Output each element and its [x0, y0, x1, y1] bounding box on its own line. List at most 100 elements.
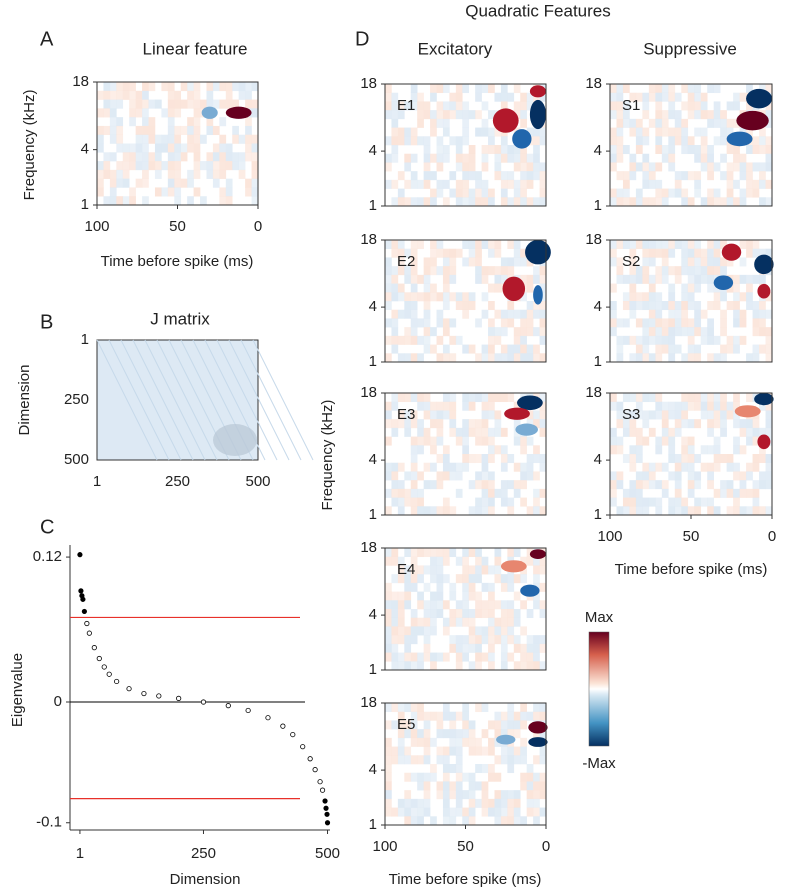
heatmap-cell: [539, 419, 547, 429]
heatmap-blob: [515, 423, 538, 436]
heatmap-cell: [391, 746, 399, 756]
heatmap-cell: [481, 118, 489, 128]
heatmap-cell: [629, 488, 637, 498]
heatmap-cell: [481, 179, 489, 189]
heatmap-cell: [759, 318, 766, 328]
heatmap-cell: [642, 471, 650, 481]
heatmap-blob: [502, 276, 526, 301]
heatmap-cell: [430, 327, 437, 337]
heatmap-cell: [746, 274, 753, 284]
heatmap-cell: [765, 344, 773, 354]
heatmap-cell: [430, 240, 437, 250]
heatmap-cell: [765, 145, 773, 155]
heatmap-cell: [449, 427, 457, 437]
heatmap-cell: [494, 574, 502, 584]
heatmap-cell: [423, 729, 431, 739]
heatmap-cell: [462, 427, 470, 437]
heatmap-cell: [385, 335, 392, 345]
heatmap-cell: [616, 197, 624, 207]
heatmap-cell: [187, 99, 194, 109]
heatmap-cell: [642, 292, 650, 302]
heatmap-cell: [142, 152, 149, 162]
heatmap-cell: [455, 92, 463, 102]
heatmap-cell: [616, 410, 624, 420]
heatmap-cell: [687, 84, 695, 94]
heatmap-cell: [494, 335, 502, 345]
heatmap-cell: [385, 410, 392, 420]
heatmap-cell: [161, 134, 169, 144]
heatmap-frame: [384, 392, 547, 516]
heatmap-cell: [161, 187, 169, 197]
heatmap-cell: [752, 480, 760, 490]
heatmap-cell: [423, 257, 431, 267]
heatmap-cell: [430, 171, 437, 181]
heatmap-cell: [526, 798, 534, 808]
heatmap-cell: [752, 436, 760, 446]
heatmap-cell: [500, 393, 508, 403]
heatmap-cell: [442, 600, 450, 610]
heatmap-cell: [520, 118, 527, 128]
heatmap-cell: [513, 344, 521, 354]
heatmap-cell: [245, 187, 252, 197]
heatmap-cell: [436, 188, 444, 198]
heatmap-cell: [681, 419, 689, 429]
heatmap-cell: [404, 327, 412, 337]
heatmap-cell: [385, 703, 392, 713]
heatmap-cell: [397, 506, 405, 516]
heatmap-cell: [507, 703, 515, 713]
heatmap-cell: [629, 427, 637, 437]
heatmap-cell: [759, 162, 766, 172]
heatmap-cell: [481, 153, 489, 163]
heatmap-cell: [391, 393, 399, 403]
heatmap-cell: [668, 101, 676, 111]
heatmap-cell: [404, 582, 412, 592]
heatmap-cell: [629, 248, 637, 258]
tick-label: 50: [457, 838, 474, 855]
heatmap-cell: [707, 145, 714, 155]
heatmap-cell: [494, 309, 502, 319]
heatmap-cell: [674, 309, 682, 319]
point: [317, 779, 323, 785]
heatmap-cell: [520, 257, 527, 267]
heatmap-cell: [533, 643, 540, 653]
heatmap-cell: [674, 188, 682, 198]
heatmap-cell: [655, 110, 663, 120]
heatmap-cell: [488, 480, 495, 490]
heatmap-cell: [385, 110, 392, 120]
heatmap-cell: [129, 196, 136, 206]
heatmap-cell: [707, 110, 714, 120]
heatmap-cell: [455, 427, 463, 437]
heatmap-cell: [251, 108, 259, 118]
tick-label: 18: [360, 384, 377, 401]
heatmap-cell: [733, 436, 740, 446]
heatmap-blob: [517, 395, 543, 411]
heatmap-blob: [201, 106, 218, 119]
heatmap-cell: [648, 335, 656, 345]
heatmap-cell: [206, 152, 214, 162]
heatmap-cell: [109, 169, 117, 179]
heatmap-cell: [668, 410, 676, 420]
heatmap-cell: [404, 292, 412, 302]
heatmap-cell: [739, 274, 747, 284]
heatmap-cell: [635, 274, 643, 284]
heatmap-cell: [462, 445, 470, 455]
heatmap-cell: [526, 711, 534, 721]
heatmap-cell: [674, 480, 682, 490]
heatmap-cell: [610, 309, 617, 319]
heatmap-cell: [687, 171, 695, 181]
heatmap-cell: [513, 188, 521, 198]
heatmap-cell: [391, 591, 399, 601]
heatmap-cell: [475, 427, 482, 437]
heatmap-cell: [513, 480, 521, 490]
heatmap-cell: [494, 790, 502, 800]
heatmap-cell: [520, 110, 527, 120]
heatmap-cell: [481, 497, 489, 507]
heatmap-cell: [232, 82, 239, 92]
heatmap-cell: [385, 153, 392, 163]
heatmap-cell: [759, 506, 766, 516]
heatmap-cell: [539, 807, 547, 817]
heatmap-cell: [410, 635, 418, 645]
tick-label: 250: [64, 391, 89, 408]
heatmap-cell: [713, 419, 721, 429]
heatmap-cell: [449, 720, 457, 730]
